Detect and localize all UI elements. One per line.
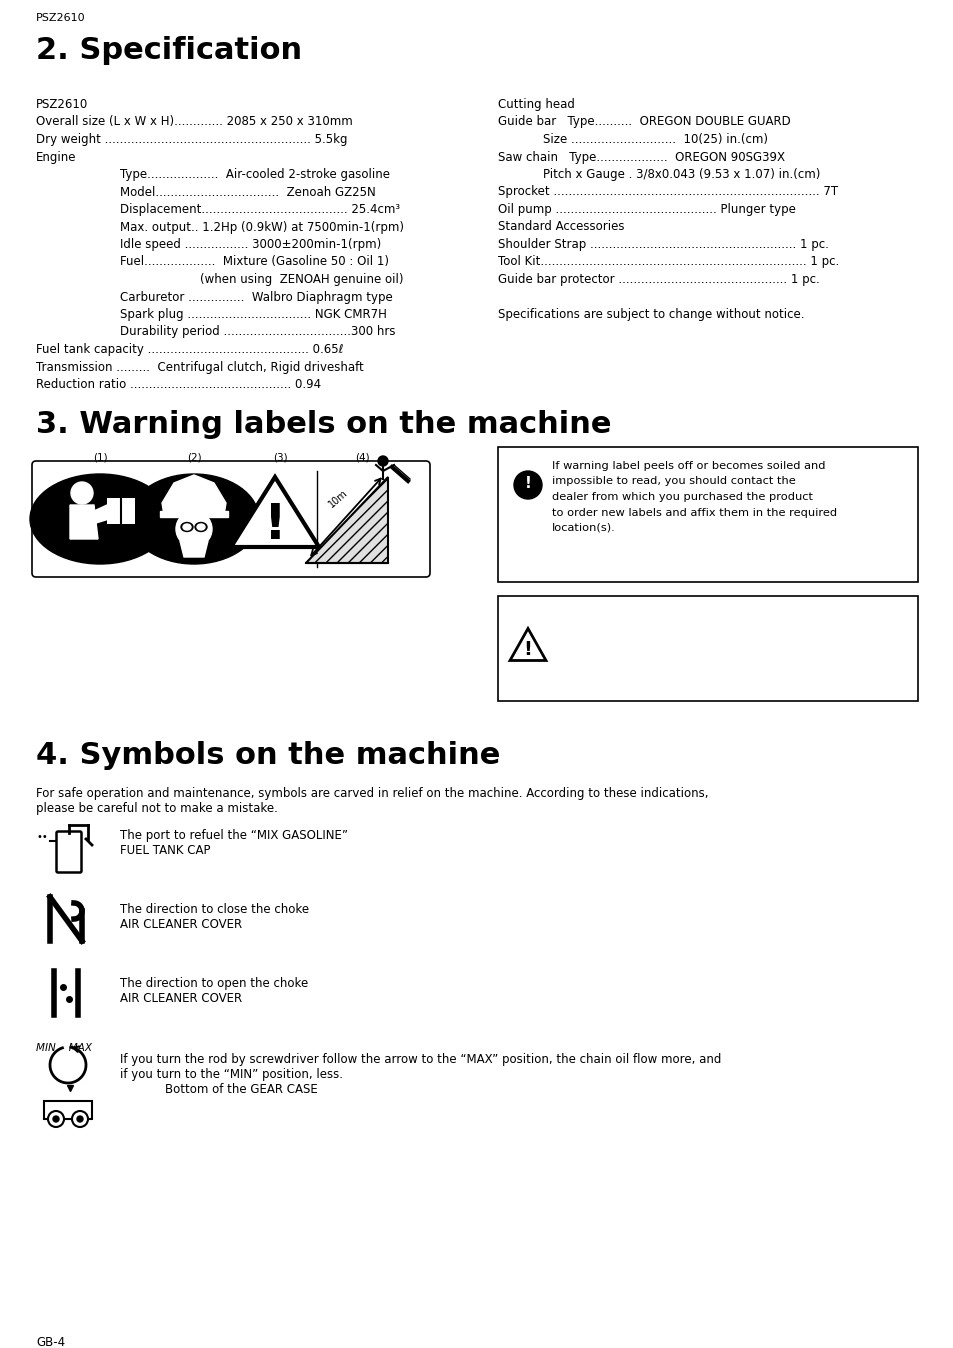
Text: Shoulder Strap ....................................................... 1 pc.: Shoulder Strap .........................… — [497, 239, 828, 251]
Text: Size ............................  10(25) in.(cm): Size ............................ 10(25)… — [497, 133, 767, 146]
Circle shape — [71, 1111, 88, 1127]
Text: (1): (1) — [92, 452, 107, 462]
Circle shape — [77, 1116, 83, 1122]
Text: The direction to close the choke: The direction to close the choke — [120, 903, 309, 917]
Text: Fuel...................  Mixture (Gasoline 50 : Oil 1): Fuel................... Mixture (Gasolin… — [120, 256, 389, 268]
Circle shape — [175, 511, 212, 547]
Text: If warning label peels off or becomes soiled and: If warning label peels off or becomes so… — [552, 461, 824, 470]
FancyBboxPatch shape — [32, 461, 430, 577]
Text: !: ! — [263, 501, 286, 549]
Text: Carburetor ...............  Walbro Diaphragm type: Carburetor ............... Walbro Diaphr… — [120, 291, 393, 303]
Polygon shape — [180, 541, 208, 557]
Text: 3. Warning labels on the machine: 3. Warning labels on the machine — [36, 410, 611, 439]
Text: (2): (2) — [187, 452, 201, 462]
Text: Model.................................  Zenoah GZ25N: Model................................. Z… — [120, 186, 375, 198]
Text: Saw chain   Type...................  OREGON 90SG39X: Saw chain Type................... OREGON… — [497, 151, 784, 163]
Text: Oil pump ........................................... Plunger type: Oil pump ...............................… — [497, 204, 795, 216]
FancyBboxPatch shape — [44, 1101, 91, 1119]
Text: Displacement....................................... 25.4cm³: Displacement............................… — [120, 204, 399, 216]
Text: Bottom of the GEAR CASE: Bottom of the GEAR CASE — [120, 1082, 317, 1096]
Ellipse shape — [129, 474, 258, 563]
Text: FUEL TANK CAP: FUEL TANK CAP — [120, 844, 211, 857]
Text: ••: •• — [36, 832, 48, 842]
Ellipse shape — [196, 524, 205, 530]
Circle shape — [48, 1111, 64, 1127]
Text: Sprocket .......................................................................: Sprocket ...............................… — [497, 186, 838, 198]
Text: impossible to read, you should contact the: impossible to read, you should contact t… — [552, 476, 795, 487]
Text: GB-4: GB-4 — [36, 1336, 65, 1348]
Text: Max. output.. 1.2Hp (0.9kW) at 7500min-1(rpm): Max. output.. 1.2Hp (0.9kW) at 7500min-1… — [120, 221, 403, 233]
Ellipse shape — [30, 474, 170, 563]
Text: (4): (4) — [355, 452, 369, 462]
Polygon shape — [231, 477, 318, 547]
Text: The port to refuel the “MIX GASOLINE”: The port to refuel the “MIX GASOLINE” — [120, 829, 348, 842]
FancyBboxPatch shape — [497, 596, 917, 701]
Text: AIR CLEANER COVER: AIR CLEANER COVER — [120, 918, 242, 931]
Polygon shape — [162, 474, 226, 515]
FancyBboxPatch shape — [56, 832, 81, 872]
Polygon shape — [306, 477, 388, 563]
Text: Tool Kit....................................................................... : Tool Kit................................… — [497, 256, 839, 268]
Text: (when using  ZENOAH genuine oil): (when using ZENOAH genuine oil) — [200, 274, 403, 286]
Text: Fuel tank capacity ........................................... 0.65ℓ: Fuel tank capacity .....................… — [36, 342, 343, 356]
Text: !: ! — [523, 640, 532, 659]
Text: Guide bar protector ............................................. 1 pc.: Guide bar protector ....................… — [497, 274, 819, 286]
Text: Type...................  Air-cooled 2-stroke gasoline: Type................... Air-cooled 2-str… — [120, 168, 390, 181]
Text: location(s).: location(s). — [552, 523, 615, 532]
Text: Dry weight ....................................................... 5.5kg: Dry weight .............................… — [36, 133, 347, 146]
Text: PSZ2610: PSZ2610 — [36, 13, 86, 23]
Text: Spark plug ................................. NGK CMR7H: Spark plug .............................… — [120, 307, 387, 321]
Text: For safe operation and maintenance, symbols are carved in relief on the machine.: For safe operation and maintenance, symb… — [36, 787, 708, 799]
Text: Overall size (L x W x H)............. 2085 x 250 x 310mm: Overall size (L x W x H)............. 20… — [36, 116, 353, 128]
Text: PSZ2610: PSZ2610 — [36, 98, 89, 111]
Polygon shape — [70, 506, 98, 539]
FancyBboxPatch shape — [497, 448, 917, 582]
Ellipse shape — [183, 524, 191, 530]
Text: AIR CLEANER COVER: AIR CLEANER COVER — [120, 992, 242, 1006]
Text: Cutting head: Cutting head — [497, 98, 575, 111]
Text: Idle speed ................. 3000±200min-1(rpm): Idle speed ................. 3000±200min… — [120, 239, 381, 251]
Polygon shape — [510, 628, 545, 661]
Circle shape — [514, 470, 541, 499]
Text: Transmission .........  Centrifugal clutch, Rigid driveshaft: Transmission ......... Centrifugal clutc… — [36, 360, 363, 373]
Circle shape — [53, 1116, 59, 1122]
Circle shape — [377, 456, 388, 466]
Text: (3): (3) — [273, 452, 287, 462]
Text: dealer from which you purchased the product: dealer from which you purchased the prod… — [552, 492, 812, 501]
Text: Guide bar   Type..........  OREGON DOUBLE GUARD: Guide bar Type.......... OREGON DOUBLE G… — [497, 116, 790, 128]
Text: please be careful not to make a mistake.: please be careful not to make a mistake. — [36, 802, 277, 816]
Circle shape — [71, 483, 92, 504]
FancyBboxPatch shape — [160, 511, 228, 518]
Text: to order new labels and affix them in the required: to order new labels and affix them in th… — [552, 507, 836, 518]
Text: Reduction ratio ........................................... 0.94: Reduction ratio ........................… — [36, 377, 321, 391]
Ellipse shape — [181, 523, 193, 531]
Text: Pitch x Gauge . 3/8x0.043 (9.53 x 1.07) in.(cm): Pitch x Gauge . 3/8x0.043 (9.53 x 1.07) … — [497, 168, 820, 181]
Text: Standard Accessories: Standard Accessories — [497, 221, 624, 233]
Text: Durability period ..................................300 hrs: Durability period ......................… — [120, 325, 395, 338]
Text: if you turn to the “MIN” position, less.: if you turn to the “MIN” position, less. — [120, 1068, 343, 1081]
FancyBboxPatch shape — [107, 497, 135, 524]
Text: !: ! — [524, 476, 531, 492]
Text: MIN    MAX: MIN MAX — [36, 1043, 91, 1053]
Text: Specifications are subject to change without notice.: Specifications are subject to change wit… — [497, 307, 803, 321]
Text: 10m: 10m — [326, 488, 349, 510]
Text: 2. Specification: 2. Specification — [36, 36, 302, 65]
Text: The direction to open the choke: The direction to open the choke — [120, 977, 308, 989]
Polygon shape — [94, 499, 122, 523]
Text: If you turn the rod by screwdriver follow the arrow to the “MAX” position, the c: If you turn the rod by screwdriver follo… — [120, 1053, 720, 1066]
Text: Engine: Engine — [36, 151, 76, 163]
Text: 4. Symbols on the machine: 4. Symbols on the machine — [36, 741, 500, 770]
Ellipse shape — [194, 523, 207, 531]
